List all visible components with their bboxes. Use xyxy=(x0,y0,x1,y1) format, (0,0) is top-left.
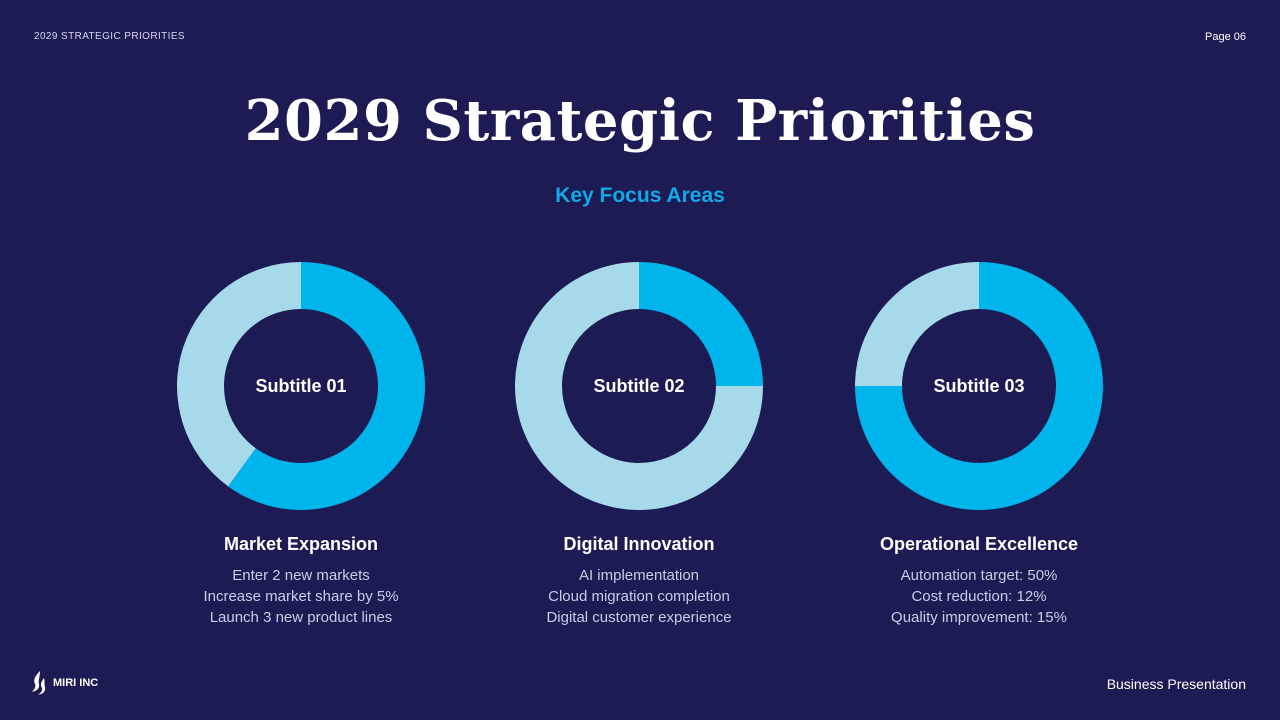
card-bullet: AI implementation xyxy=(578,567,700,584)
donut-chart-1-svg xyxy=(177,262,425,510)
card-bullet: Cost reduction: 12% xyxy=(911,588,1047,605)
card-bullet: Enter 2 new markets xyxy=(232,567,370,584)
donut-center-label-1: Subtitle 01 xyxy=(255,376,347,396)
card-bullet: Increase market share by 5% xyxy=(203,588,399,605)
focus-card-operational-excellence: Operational Excellence Automation target… xyxy=(829,534,1129,628)
card-title: Market Expansion xyxy=(223,534,379,554)
card-title: Operational Excellence xyxy=(879,534,1079,554)
card-bullet: Digital customer experience xyxy=(546,609,732,626)
focus-card-market-expansion: Market Expansion Enter 2 new markets Inc… xyxy=(151,534,451,628)
card-bullet: Cloud migration completion xyxy=(548,588,730,605)
page-number: Page 06 xyxy=(1205,31,1246,43)
donut-segment-highlight xyxy=(228,262,425,510)
donut-center-label-2: Subtitle 02 xyxy=(593,376,685,396)
donut-segment-highlight xyxy=(639,262,763,386)
company-logo: MIRI INC xyxy=(31,670,98,696)
card-bullet: Quality improvement: 15% xyxy=(891,609,1067,626)
donut-chart-3: Subtitle 03 xyxy=(855,262,1103,510)
section-label: 2029 STRATEGIC PRIORITIES xyxy=(34,31,185,42)
donut-segment-highlight xyxy=(855,262,1103,510)
donut-segment-remainder xyxy=(515,262,763,510)
donut-chart-1: Subtitle 01 xyxy=(177,262,425,510)
slide-title: 2029 Strategic Priorities xyxy=(244,88,1036,154)
donut-center-label-3: Subtitle 03 xyxy=(933,376,1025,396)
slide-subtitle: Key Focus Areas xyxy=(555,184,725,207)
donut-chart-2: Subtitle 02 xyxy=(515,262,763,510)
card-bullet: Launch 3 new product lines xyxy=(209,609,393,626)
document-type: Business Presentation xyxy=(1106,676,1246,692)
card-title: Digital Innovation xyxy=(563,534,715,554)
focus-card-digital-innovation: Digital Innovation AI implementation Clo… xyxy=(489,534,789,628)
card-bullet: Automation target: 50% xyxy=(900,567,1058,584)
flame-logo-icon xyxy=(32,671,46,695)
donut-segment-remainder xyxy=(855,262,979,386)
donut-chart-3-svg xyxy=(855,262,1103,510)
donut-chart-2-svg xyxy=(515,262,763,510)
donut-segment-remainder xyxy=(177,262,301,487)
company-name: MIRI INC xyxy=(53,677,99,689)
